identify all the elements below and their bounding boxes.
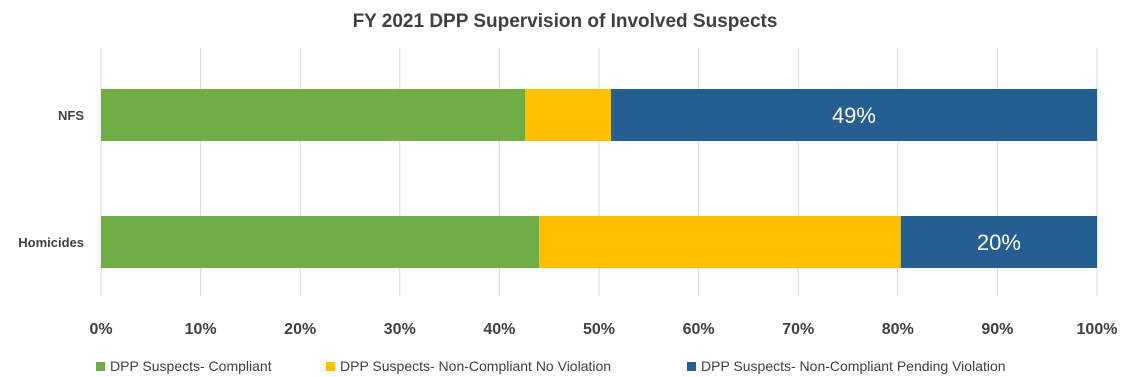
x-tick-label: 50% [583, 321, 615, 338]
legend-swatch [96, 362, 105, 371]
x-tick-label: 80% [882, 321, 914, 338]
x-tick-label: 60% [683, 321, 715, 338]
bars-group [101, 89, 1097, 268]
legend-item: DPP Suspects- Compliant [96, 358, 272, 374]
x-tick-label: 30% [384, 321, 416, 338]
category-labels: NFS Homicides [18, 108, 84, 250]
x-tick-label: 0% [89, 321, 112, 338]
bar-segment [900, 216, 1097, 268]
legend-swatch [687, 362, 696, 371]
legend-item: DPP Suspects- Non-Compliant No Violation [326, 358, 611, 374]
bar-segment [610, 89, 1097, 141]
data-label: 20% [977, 230, 1021, 255]
bar-segment [539, 216, 901, 268]
bar-segment [525, 89, 611, 141]
bar-segment [101, 216, 540, 268]
data-labels: 49% 20% [832, 103, 1021, 255]
legend-label: DPP Suspects- Non-Compliant Pending Viol… [701, 358, 1006, 374]
legend: DPP Suspects- Compliant DPP Suspects- Non… [96, 358, 1006, 374]
data-label: 49% [832, 103, 876, 128]
legend-item: DPP Suspects- Non-Compliant Pending Viol… [687, 358, 1006, 374]
x-tick-label: 90% [981, 321, 1013, 338]
legend-swatch [326, 362, 335, 371]
chart-title: FY 2021 DPP Supervision of Involved Susp… [353, 11, 778, 32]
legend-label: DPP Suspects- Compliant [110, 358, 272, 374]
legend-label: DPP Suspects- Non-Compliant No Violation [340, 358, 611, 374]
x-tick-label: 40% [483, 321, 515, 338]
x-tick-label: 20% [284, 321, 316, 338]
x-tick-label: 100% [1077, 321, 1118, 338]
category-label: NFS [58, 108, 84, 123]
x-tick-label: 70% [782, 321, 814, 338]
bar-segment [101, 89, 526, 141]
x-tick-label: 10% [185, 321, 217, 338]
category-label: Homicides [18, 235, 84, 250]
x-axis-ticks: 0% 10% 20% 30% 40% 50% 60% 70% 80% 90% 100% [89, 321, 1117, 338]
